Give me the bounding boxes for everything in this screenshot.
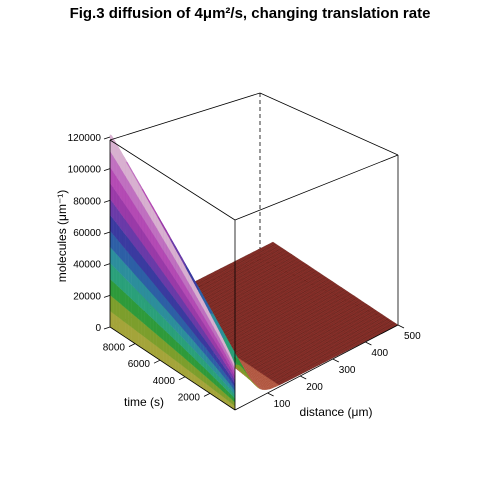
z-tick-label: 20000 [73, 291, 101, 302]
y-tick-mark [153, 359, 161, 364]
x-tick-label: 200 [306, 382, 323, 393]
z-tick-mark [103, 231, 111, 235]
x-axis-label: distance (μm) [300, 405, 373, 419]
surface-side-facet [112, 312, 117, 332]
y-axis-label: time (s) [124, 395, 164, 409]
x-tick-mark [332, 358, 339, 363]
box-visible-edges [109, 92, 399, 411]
z-tick-label: 120000 [68, 133, 102, 144]
z-tick-mark [103, 294, 111, 298]
x-tick-mark [397, 324, 405, 329]
surface-side-facet [141, 334, 145, 351]
x-tick-mark [267, 392, 274, 397]
surface-side-facet [116, 315, 120, 334]
z-axis-label: molecules (μm⁻¹) [55, 190, 69, 283]
y-tick-mark [128, 343, 136, 347]
x-tick-label: 400 [371, 348, 388, 359]
surface-side-facet [128, 310, 133, 328]
z-tick-mark [103, 199, 111, 203]
surface-side-facet [122, 320, 126, 338]
z-tick-mark [103, 263, 111, 267]
x-tick-mark [300, 375, 307, 380]
surface-side-facet [109, 310, 114, 330]
x-tick-mark [365, 341, 372, 346]
surface-side-facet [109, 294, 114, 314]
y-tick-label: 8000 [103, 343, 126, 354]
y-tick-label: 4000 [153, 376, 176, 387]
y-tick-mark [203, 393, 211, 397]
surface-side-facet [134, 315, 139, 333]
surface-side-facet [131, 327, 136, 344]
z-tick-mark [103, 326, 111, 330]
surface-side-facet [125, 307, 129, 326]
surface-side-facet [125, 322, 129, 340]
x-axis: 100 200 300 400 500 [267, 324, 421, 410]
z-tick-label: 0 [95, 323, 101, 334]
z-tick-label: 100000 [68, 165, 102, 176]
z-tick-label: 40000 [73, 260, 101, 271]
z-axis: 0 20000 40000 60000 80000 100000 120000 [68, 133, 111, 334]
surface-side-facet [119, 302, 123, 321]
x-tick-label: 100 [274, 399, 291, 410]
z-tick-label: 80000 [73, 196, 101, 207]
surface-side-facet [119, 317, 123, 336]
surface-side-facet [116, 284, 120, 304]
chart-title: Fig.3 diffusion of 4μm²/s, changing tran… [70, 5, 431, 22]
surface-side-facet [131, 313, 136, 331]
surface-side-facet [112, 297, 117, 317]
z-tick-mark [103, 168, 111, 172]
y-tick-mark [178, 376, 186, 381]
surface-side-facet [116, 299, 120, 319]
surface-side-facet [134, 329, 139, 346]
surface-side-facet [122, 305, 126, 323]
x-tick-label: 500 [404, 331, 421, 342]
z-tick-label: 60000 [73, 228, 101, 239]
x-tick-label: 300 [339, 365, 356, 376]
surface-side-facet [119, 287, 123, 306]
surface-side-facet [137, 331, 142, 349]
z-tick-mark [103, 136, 111, 140]
y-tick-label: 6000 [128, 359, 151, 370]
surface-mesh [109, 134, 399, 411]
surface-side-facet [112, 281, 117, 301]
surface-side-facet [109, 278, 114, 298]
y-tick-label: 2000 [178, 392, 201, 403]
surface-side-facet [144, 336, 148, 353]
surface-side-facet [128, 324, 133, 342]
